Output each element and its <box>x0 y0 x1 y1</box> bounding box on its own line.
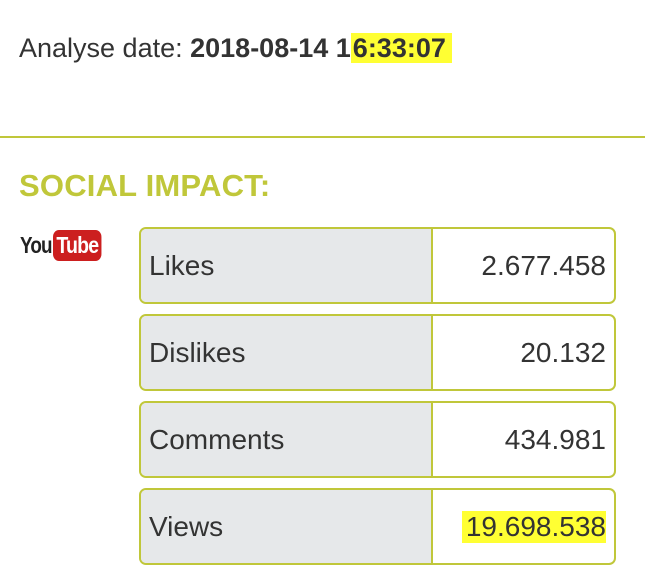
analyse-time-highlighted: 6:33:07 <box>350 33 452 63</box>
stat-label: Dislikes <box>141 316 433 389</box>
stat-row-views: Views 19.698.538 <box>139 488 616 565</box>
stat-value: 20.132 <box>520 336 606 368</box>
analyse-time-prefix: 1 <box>335 33 351 63</box>
analyse-date-value: 2018-08-14 <box>190 33 329 63</box>
youtube-logo-you: You <box>20 231 53 258</box>
youtube-logo-icon: You Tube <box>20 228 110 262</box>
stat-value-cell: 19.698.538 <box>433 490 614 563</box>
stat-value-highlighted: 19.698.538 <box>461 510 606 543</box>
stat-label: Comments <box>141 403 433 476</box>
stat-label: Likes <box>141 229 433 302</box>
stat-row-comments: Comments 434.981 <box>139 401 616 478</box>
stat-value: 2.677.458 <box>481 249 606 281</box>
stat-row-dislikes: Dislikes 20.132 <box>139 314 616 391</box>
stat-label: Views <box>141 490 433 563</box>
analyse-date-line: Analyse date: 2018-08-14 16:33:07 <box>19 28 452 68</box>
section-divider <box>0 136 645 138</box>
analyse-date-label: Analyse date: <box>19 33 183 63</box>
youtube-logo-tube: Tube <box>52 229 102 261</box>
stat-value: 434.981 <box>504 423 606 455</box>
stat-row-likes: Likes 2.677.458 <box>139 227 616 304</box>
section-title: SOCIAL IMPACT: <box>19 168 271 203</box>
